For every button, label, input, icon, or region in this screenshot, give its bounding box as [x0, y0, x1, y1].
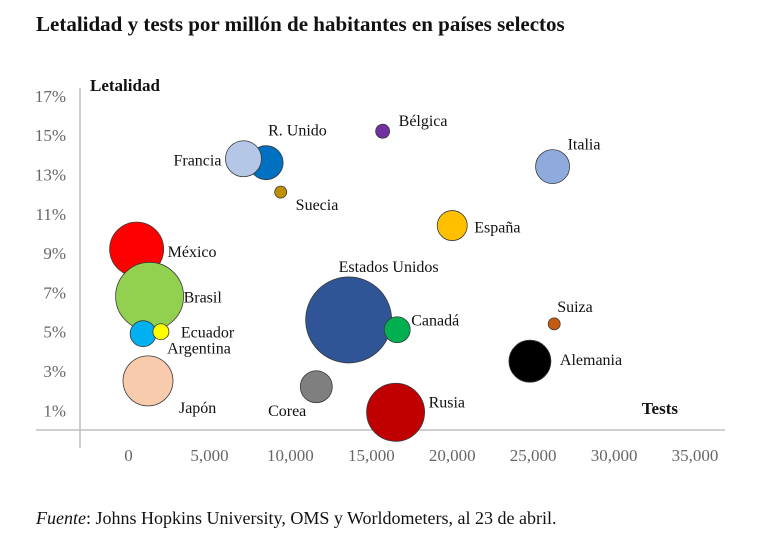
chart-source: Fuente: Johns Hopkins University, OMS y …	[36, 508, 557, 529]
bubble-espana	[436, 210, 468, 241]
bubble-japon	[122, 355, 174, 407]
bubble-brasil	[115, 261, 184, 331]
y-tick-label: 15%	[35, 126, 66, 145]
x-tick-label: 20,000	[429, 446, 476, 465]
axes: 1% 3% 5% 7% 9% 11% 13% 15% 17% 0 5,000 10,000 15,000…	[35, 76, 725, 465]
label-espana: España	[474, 220, 520, 237]
bubble-francia	[225, 140, 262, 178]
bubble-rusia	[366, 382, 425, 442]
label-estados-unidos: Estados Unidos	[339, 259, 439, 276]
y-tick-label: 7%	[43, 283, 66, 302]
bubble-ecuador	[152, 323, 170, 341]
chart-title: Letalidad y tests por millón de habitant…	[36, 12, 565, 36]
x-tick-label: 5,000	[190, 446, 228, 465]
bubble-argentina	[129, 320, 157, 348]
bubble-estados-unidos	[305, 276, 393, 364]
x-axis-title: Tests	[642, 399, 679, 418]
label-mexico: México	[168, 244, 217, 261]
label-alemania: Alemania	[560, 352, 622, 369]
x-tick-label: 35,000	[672, 446, 719, 465]
bubble-canada	[383, 316, 411, 344]
y-axis-title: Letalidad	[90, 76, 160, 95]
label-ecuador: Ecuador	[181, 325, 235, 342]
bubble-alemania	[508, 339, 552, 383]
bubble-italia	[535, 149, 570, 184]
y-tick-label: 9%	[43, 244, 66, 263]
label-canada: Canadá	[411, 313, 459, 330]
label-r-unido: R. Unido	[268, 123, 327, 140]
source-label: Fuente	[36, 508, 86, 528]
x-tick-label: 25,000	[510, 446, 557, 465]
label-japon: Japón	[179, 400, 216, 417]
bubble-suecia	[274, 185, 288, 199]
source-text: : Johns Hopkins University, OMS y Worldo…	[85, 508, 557, 528]
point-labels: Bélgica R. Unido Francia Italia Suecia España…	[167, 113, 622, 420]
y-tick-label: 13%	[35, 165, 66, 184]
bubble-corea	[299, 370, 333, 404]
label-corea: Corea	[268, 403, 306, 420]
label-belgica: Bélgica	[399, 113, 448, 130]
y-tick-label: 1%	[43, 401, 66, 420]
label-brasil: Brasil	[184, 289, 223, 306]
y-tick-label: 11%	[35, 205, 66, 224]
y-tick-label: 3%	[43, 362, 66, 381]
y-tick-label: 17%	[35, 87, 66, 106]
bubble-belgica	[375, 123, 391, 139]
label-rusia: Rusia	[429, 394, 465, 411]
x-tick-label: 30,000	[591, 446, 638, 465]
label-suecia: Suecia	[296, 197, 339, 214]
bubbles	[109, 123, 570, 442]
x-tick-label: 15,000	[348, 446, 395, 465]
bubble-suiza	[547, 317, 561, 331]
x-tick-label: 0	[124, 446, 133, 465]
label-francia: Francia	[173, 153, 221, 170]
label-italia: Italia	[568, 137, 601, 154]
y-tick-label: 5%	[43, 323, 66, 342]
label-argentina: Argentina	[167, 341, 231, 358]
x-tick-label: 10,000	[267, 446, 314, 465]
label-suiza: Suiza	[557, 299, 593, 316]
